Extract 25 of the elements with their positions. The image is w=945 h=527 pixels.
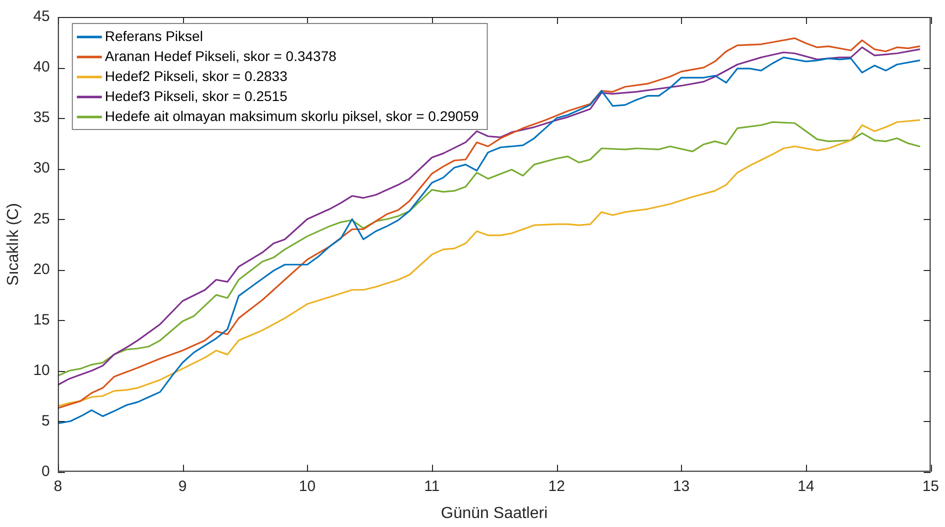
y-tick-label: 10 bbox=[33, 362, 50, 379]
x-axis-title: Günün Saatleri bbox=[440, 504, 548, 522]
x-tick-label: 15 bbox=[922, 478, 939, 495]
y-tick-label: 0 bbox=[42, 462, 50, 480]
legend-label: Referans Piksel bbox=[104, 28, 203, 44]
y-tick-label: 20 bbox=[33, 260, 50, 278]
legend-label: Hedefe ait olmayan maksimum skorlu piksel, skor = 0.29059 bbox=[104, 108, 479, 124]
legend-label: Hedef3 Pikseli, skor = 0.2515 bbox=[104, 88, 288, 104]
legend-label: Hedef2 Pikseli, skor = 0.2833 bbox=[104, 68, 288, 84]
x-tick-label: 13 bbox=[672, 478, 690, 495]
legend-label: Aranan Hedef Pikseli, skor = 0.34378 bbox=[104, 48, 337, 64]
y-tick-label: 15 bbox=[33, 311, 50, 328]
y-axis-title: Sıcaklık (C) bbox=[5, 203, 22, 286]
y-tick-label: 25 bbox=[33, 210, 50, 228]
y-tick-label: 30 bbox=[33, 160, 50, 177]
x-tick-label: 10 bbox=[298, 478, 316, 495]
y-tick-label: 45 bbox=[33, 8, 50, 26]
y-tick-label: 35 bbox=[33, 109, 50, 126]
x-tick-label: 9 bbox=[178, 478, 187, 495]
y-tick-label: 40 bbox=[33, 58, 50, 76]
x-tick-label: 12 bbox=[548, 478, 565, 495]
y-tick-label: 5 bbox=[42, 412, 50, 430]
x-tick-label: 8 bbox=[54, 478, 62, 495]
x-tick-label: 11 bbox=[424, 478, 440, 495]
x-tick-label: 14 bbox=[798, 478, 814, 495]
